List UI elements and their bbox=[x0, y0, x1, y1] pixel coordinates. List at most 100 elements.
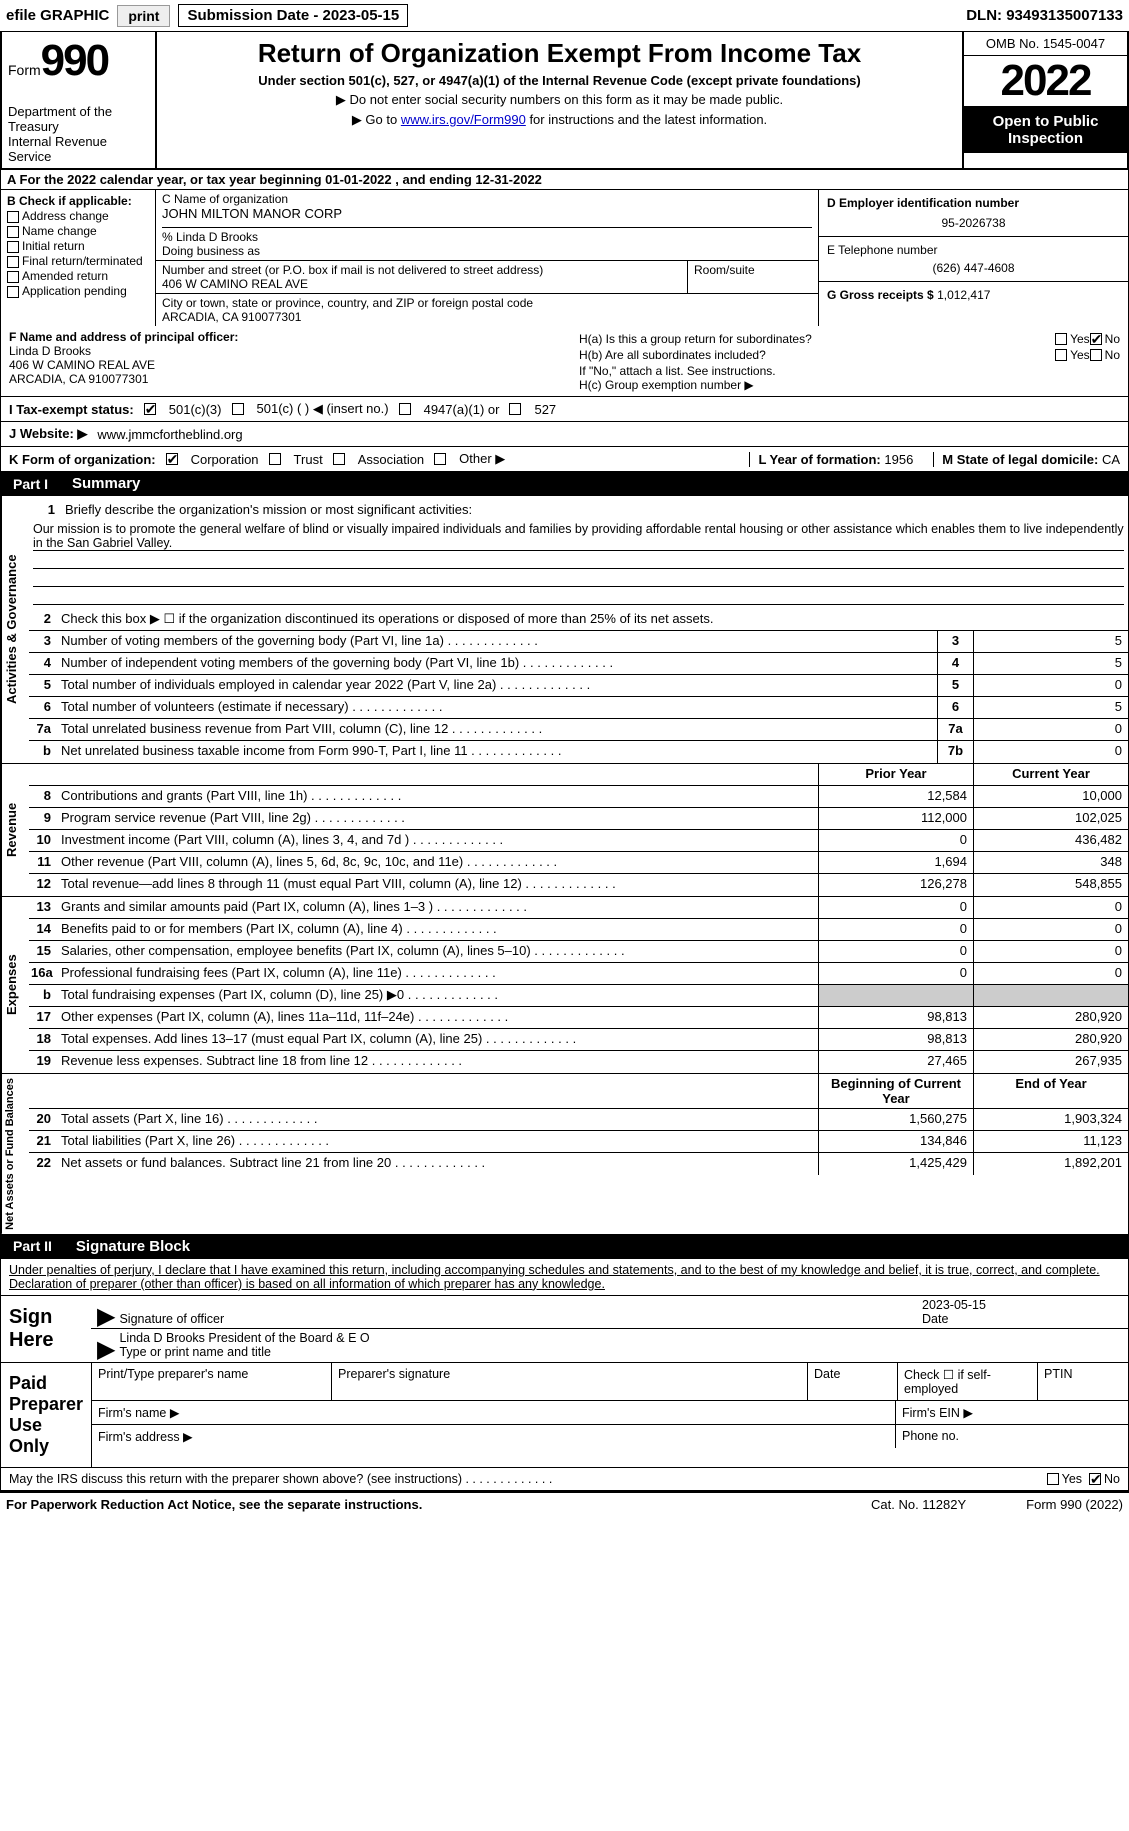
summary-row: 8Contributions and grants (Part VIII, li… bbox=[29, 786, 1128, 808]
officer-typed-name: Linda D Brooks President of the Board & … bbox=[119, 1331, 369, 1345]
part1-title: Summary bbox=[60, 472, 152, 495]
ptin-label: PTIN bbox=[1038, 1363, 1128, 1400]
l-label: L Year of formation: bbox=[758, 452, 884, 467]
chk-initial-return[interactable]: Initial return bbox=[7, 239, 149, 253]
col-begin: Beginning of Current Year bbox=[818, 1074, 973, 1108]
sig-date-label: Date bbox=[922, 1312, 948, 1326]
firm-ein-label: Firm's EIN ▶ bbox=[896, 1401, 1128, 1424]
chk-assoc[interactable] bbox=[333, 453, 345, 465]
chk-corp[interactable] bbox=[166, 453, 178, 465]
city-label: City or town, state or province, country… bbox=[162, 296, 812, 310]
chk-4947[interactable] bbox=[399, 403, 411, 415]
submission-date: Submission Date - 2023-05-15 bbox=[178, 4, 408, 27]
vtab-netassets: Net Assets or Fund Balances bbox=[1, 1074, 29, 1234]
irs-label: Internal Revenue Service bbox=[8, 134, 149, 164]
note-link-pre: ▶ Go to bbox=[352, 112, 401, 127]
officer-addr1: 406 W CAMINO REAL AVE bbox=[9, 358, 563, 372]
opt-label: Trust bbox=[294, 452, 323, 467]
m-label: M State of legal domicile: bbox=[942, 452, 1102, 467]
chk-application-pending[interactable]: Application pending bbox=[7, 284, 149, 298]
mission-blank bbox=[33, 569, 1124, 587]
box-b-title: B Check if applicable: bbox=[7, 194, 149, 208]
k-org-row: K Form of organization: Corporation Trus… bbox=[0, 447, 1129, 472]
room-label: Room/suite bbox=[688, 261, 818, 293]
hb-note: If "No," attach a list. See instructions… bbox=[579, 364, 1120, 378]
arrow-icon: ▶ bbox=[97, 1308, 115, 1326]
chk-amended-return[interactable]: Amended return bbox=[7, 269, 149, 283]
hb-yes[interactable] bbox=[1055, 349, 1067, 361]
footer-mid: Cat. No. 11282Y bbox=[871, 1497, 966, 1512]
discuss-yes[interactable] bbox=[1047, 1473, 1059, 1485]
website-label: J Website: ▶ bbox=[9, 426, 87, 442]
gross-value: 1,012,417 bbox=[937, 288, 990, 302]
addr-value: 406 W CAMINO REAL AVE bbox=[162, 277, 681, 291]
note-link-post: for instructions and the latest informat… bbox=[526, 112, 767, 127]
sign-here-label: Sign Here bbox=[1, 1296, 91, 1362]
summary-revenue: Revenue Prior YearCurrent Year 8Contribu… bbox=[0, 764, 1129, 897]
opt-label: Other ▶ bbox=[459, 451, 505, 467]
form-header: Form990 Department of the Treasury Inter… bbox=[0, 32, 1129, 170]
chk-trust[interactable] bbox=[269, 453, 281, 465]
officer-sig-label: Signature of officer bbox=[119, 1312, 922, 1326]
chk-label: Name change bbox=[22, 224, 97, 238]
sig-date-val: 2023-05-15 bbox=[922, 1298, 986, 1312]
summary-row: 19Revenue less expenses. Subtract line 1… bbox=[29, 1051, 1128, 1073]
website-row: J Website: ▶ www.jmmcfortheblind.org bbox=[0, 422, 1129, 447]
tax-year: 2022 bbox=[964, 56, 1127, 107]
yes-label: Yes bbox=[1062, 1472, 1082, 1486]
form-subtitle: Under section 501(c), 527, or 4947(a)(1)… bbox=[163, 73, 956, 88]
preparer-name-label: Print/Type preparer's name bbox=[92, 1363, 332, 1400]
discuss-no[interactable] bbox=[1089, 1473, 1101, 1485]
opt-label: Corporation bbox=[191, 452, 259, 467]
omb-number: OMB No. 1545-0047 bbox=[964, 32, 1127, 56]
hc-label: H(c) Group exemption number ▶ bbox=[579, 378, 1120, 392]
yes-label: Yes bbox=[1070, 348, 1090, 362]
efile-label: efile GRAPHIC bbox=[6, 7, 109, 24]
officer-name: Linda D Brooks bbox=[9, 344, 563, 358]
hb-no[interactable] bbox=[1090, 349, 1102, 361]
chk-address-change[interactable]: Address change bbox=[7, 209, 149, 223]
irs-link[interactable]: www.irs.gov/Form990 bbox=[401, 112, 526, 127]
part1-label: Part I bbox=[1, 473, 60, 495]
chk-final-return[interactable]: Final return/terminated bbox=[7, 254, 149, 268]
firm-name-label: Firm's name ▶ bbox=[92, 1401, 896, 1424]
chk-label: Address change bbox=[22, 209, 109, 223]
chk-501c3[interactable] bbox=[144, 403, 156, 415]
arrow-icon: ▶ bbox=[97, 1341, 115, 1359]
firm-addr-label: Firm's address ▶ bbox=[92, 1425, 896, 1448]
part2-header: Part II Signature Block bbox=[0, 1235, 1129, 1259]
officer-group-row: F Name and address of principal officer:… bbox=[0, 326, 1129, 397]
opt-label: 501(c) ( ) ◀ (insert no.) bbox=[257, 401, 389, 417]
summary-row: 16aProfessional fundraising fees (Part I… bbox=[29, 963, 1128, 985]
summary-row: 21Total liabilities (Part X, line 26)134… bbox=[29, 1131, 1128, 1153]
city-value: ARCADIA, CA 910077301 bbox=[162, 310, 812, 324]
org-name: JOHN MILTON MANOR CORP bbox=[162, 206, 812, 221]
chk-name-change[interactable]: Name change bbox=[7, 224, 149, 238]
footer-right: Form 990 (2022) bbox=[1026, 1497, 1123, 1512]
ha-no[interactable] bbox=[1090, 333, 1102, 345]
footer-left: For Paperwork Reduction Act Notice, see … bbox=[6, 1497, 422, 1512]
no-label: No bbox=[1105, 348, 1120, 362]
chk-other[interactable] bbox=[434, 453, 446, 465]
chk-527[interactable] bbox=[509, 403, 521, 415]
no-label: No bbox=[1105, 332, 1120, 346]
opt-label: 4947(a)(1) or bbox=[424, 402, 500, 417]
note-ssn: ▶ Do not enter social security numbers o… bbox=[163, 92, 956, 108]
ha-yes[interactable] bbox=[1055, 333, 1067, 345]
phone-value: (626) 447-4608 bbox=[827, 261, 1120, 275]
preparer-date-label: Date bbox=[808, 1363, 898, 1400]
print-button[interactable]: print bbox=[117, 5, 170, 27]
entity-info: B Check if applicable: Address change Na… bbox=[0, 190, 1129, 326]
opt-label: 501(c)(3) bbox=[169, 402, 222, 417]
vtab-revenue: Revenue bbox=[1, 764, 29, 896]
summary-row: 13Grants and similar amounts paid (Part … bbox=[29, 897, 1128, 919]
opt-label: Association bbox=[358, 452, 424, 467]
officer-name-label: Type or print name and title bbox=[119, 1345, 270, 1359]
mission-text: Our mission is to promote the general we… bbox=[33, 522, 1124, 551]
vtab-governance: Activities & Governance bbox=[1, 496, 29, 763]
dept-label: Department of the Treasury bbox=[8, 104, 149, 134]
l-val: 1956 bbox=[884, 452, 913, 467]
signature-block: Under penalties of perjury, I declare th… bbox=[0, 1259, 1129, 1491]
tax-status-label: I Tax-exempt status: bbox=[9, 402, 134, 417]
chk-501c[interactable] bbox=[232, 403, 244, 415]
